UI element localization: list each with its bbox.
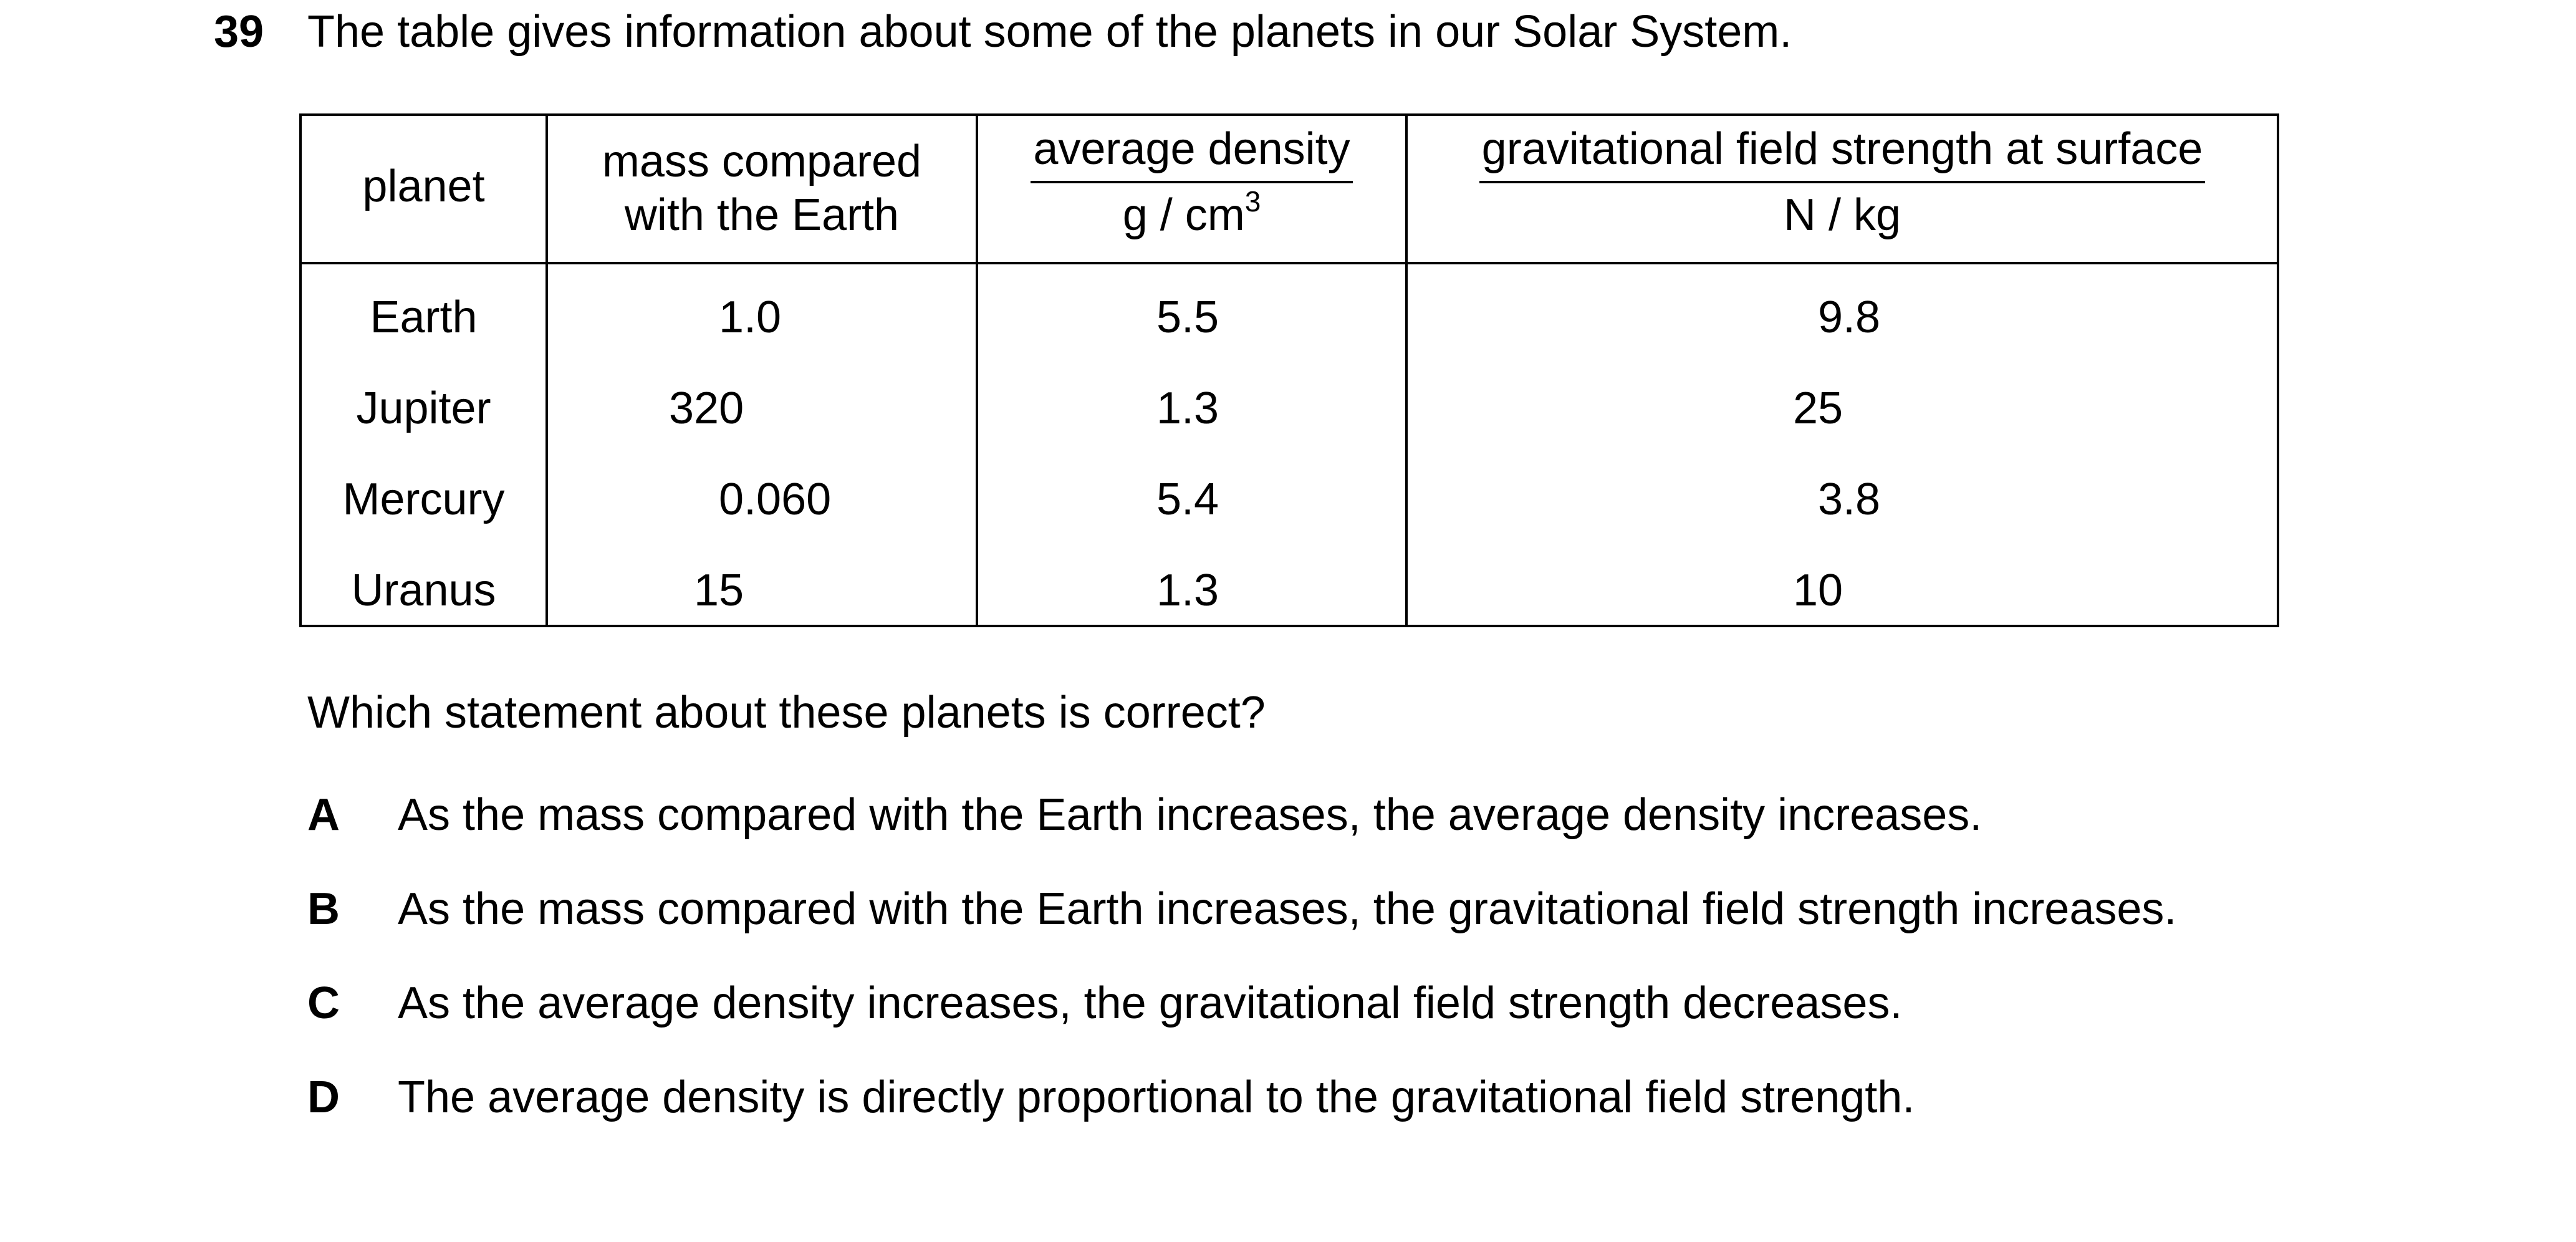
mass-value: 320 — [669, 383, 744, 433]
header-planet: planet — [362, 161, 485, 211]
option-letter: D — [307, 1072, 340, 1122]
density-value: 1.3 — [1156, 383, 1219, 433]
mass-value: 1.0 — [719, 292, 782, 342]
column-divider — [545, 116, 548, 625]
gfs-value: 25 — [1793, 383, 1843, 433]
header-divider — [302, 262, 2277, 264]
density-value: 5.5 — [1156, 292, 1219, 342]
header-gfs-unit: N / kg — [1783, 190, 1901, 240]
planet-name: Jupiter — [356, 383, 491, 433]
option-letter: B — [307, 884, 340, 934]
option-letter: A — [307, 790, 340, 840]
mass-value: 15 — [694, 566, 744, 615]
option-letter: C — [307, 978, 340, 1028]
density-unit-exponent: 3 — [1244, 185, 1261, 218]
planet-name: Earth — [370, 292, 478, 342]
header-mass: mass compared with the Earth — [548, 135, 976, 242]
planet-name: Uranus — [351, 566, 496, 615]
question-intro: The table gives information about some o… — [307, 7, 1792, 57]
column-divider — [976, 116, 978, 625]
question-prompt: Which statement about these planets is c… — [307, 688, 1266, 738]
option-text: As the mass compared with the Earth incr… — [398, 884, 2177, 934]
mass-value: 0.060 — [719, 474, 832, 524]
header-density-unit: g / cm3 — [1123, 183, 1261, 242]
density-value: 1.3 — [1156, 566, 1219, 615]
column-divider — [1405, 116, 1408, 625]
question-number: 39 — [214, 7, 264, 57]
option-text: The average density is directly proporti… — [398, 1072, 1915, 1122]
density-value: 5.4 — [1156, 474, 1219, 524]
density-unit-base: g / cm — [1122, 190, 1245, 240]
option-text: As the mass compared with the Earth incr… — [398, 790, 1982, 840]
gfs-value: 9.8 — [1818, 292, 1881, 342]
header-mass-line1: mass compared — [602, 137, 922, 186]
header-density: average density g / cm3 — [978, 122, 1405, 242]
header-mass-line2: with the Earth — [624, 190, 900, 240]
option-text: As the average density increases, the gr… — [398, 978, 1903, 1028]
gfs-value: 3.8 — [1818, 474, 1881, 524]
header-density-label: average density — [1031, 122, 1353, 183]
planet-name: Mercury — [342, 474, 505, 524]
planet-table: planet mass compared with the Earth aver… — [299, 113, 2279, 627]
header-gfs-label: gravitational field strength at surface — [1479, 122, 2206, 183]
gfs-value: 10 — [1793, 566, 1843, 615]
header-gfs: gravitational field strength at surface … — [1408, 122, 2277, 242]
